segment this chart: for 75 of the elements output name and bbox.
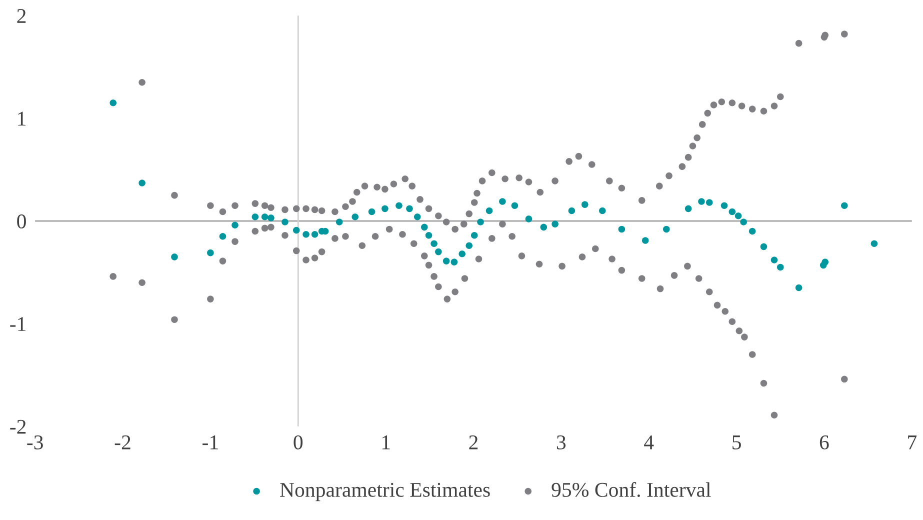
point	[663, 226, 670, 233]
point	[420, 224, 428, 231]
point	[720, 202, 728, 209]
point	[568, 207, 576, 214]
legend-label: 95% Conf. Interval	[552, 482, 711, 497]
point	[396, 202, 402, 209]
point	[770, 256, 778, 264]
point	[336, 218, 343, 226]
point	[138, 180, 146, 186]
y-tick-label: 2	[17, 9, 26, 23]
point	[642, 237, 649, 244]
x-tick-label: 7	[908, 436, 917, 450]
x-tick-label: 3	[556, 435, 566, 450]
x-tick-label: -2	[114, 435, 130, 450]
x-tick-label: 6	[820, 435, 829, 450]
point	[734, 212, 742, 220]
point	[442, 258, 450, 264]
point	[795, 284, 802, 292]
point	[581, 201, 588, 208]
point	[382, 205, 388, 212]
point	[748, 228, 756, 235]
point	[458, 250, 466, 258]
x-tick-label: 4	[644, 435, 654, 450]
point	[232, 222, 238, 229]
point	[525, 216, 532, 222]
point	[684, 205, 692, 212]
point	[760, 243, 768, 250]
point	[425, 232, 432, 239]
point	[282, 218, 288, 226]
x-tick-label: -3	[27, 435, 43, 450]
point	[261, 213, 268, 220]
point	[706, 199, 713, 206]
point	[776, 264, 784, 271]
point	[466, 242, 473, 250]
y-tick-label: 1	[18, 112, 26, 126]
point	[352, 213, 359, 220]
point	[552, 220, 558, 228]
point	[406, 205, 413, 212]
point	[311, 230, 318, 238]
x-tick-label: 2	[469, 435, 478, 450]
point	[598, 207, 606, 214]
point	[450, 258, 458, 266]
x-tick-label: 5	[732, 436, 741, 450]
x-tick-label: 0	[294, 435, 303, 450]
point	[430, 240, 438, 247]
point	[470, 232, 478, 239]
point	[477, 218, 484, 226]
point	[368, 208, 376, 216]
point	[435, 248, 442, 256]
point	[728, 208, 736, 216]
point	[499, 198, 506, 205]
point	[302, 230, 310, 238]
point	[486, 207, 493, 214]
point	[511, 202, 518, 209]
point	[618, 226, 626, 233]
point	[740, 218, 747, 226]
point	[698, 198, 705, 205]
point	[540, 224, 548, 231]
point	[870, 240, 878, 247]
point	[252, 213, 259, 220]
point	[292, 226, 300, 234]
x-tick-label: 1	[382, 435, 390, 450]
y-tick-label: 0	[17, 214, 26, 228]
point	[268, 214, 274, 222]
point	[110, 99, 117, 106]
point	[207, 249, 214, 256]
legend-label: Nonparametric Estimates	[280, 482, 490, 502]
point	[841, 202, 848, 209]
y-tick-label: -1	[10, 317, 26, 331]
x-tick-label: -1	[202, 435, 218, 450]
point	[822, 258, 829, 266]
point	[219, 233, 226, 240]
point	[171, 254, 178, 260]
y-tick-label: -2	[10, 420, 26, 434]
point	[414, 213, 421, 220]
